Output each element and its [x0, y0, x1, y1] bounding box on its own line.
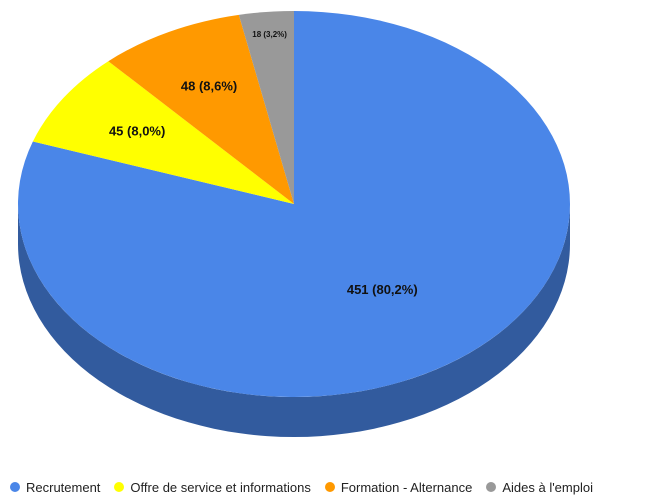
pie-side-layer [18, 204, 570, 437]
pie-label-layer: 451 (80,2%) 45 (8,0%) 48 (8,6%) 18 (3,2%) [109, 30, 418, 297]
legend-label-recrutement: Recrutement [26, 479, 101, 495]
legend-item-formation[interactable]: Formation - Alternance [324, 479, 473, 495]
legend-label-formation: Formation - Alternance [340, 479, 473, 495]
pie-slice-offre[interactable] [32, 61, 295, 205]
data-label-formation: 48 (8,6%) [181, 78, 237, 93]
pie-slice-formation[interactable] [108, 14, 295, 205]
data-label-offre: 45 (8,0%) [109, 123, 165, 138]
legend-label-offre: Offre de service et informations [130, 479, 311, 495]
legend-dot-formation [324, 482, 335, 492]
data-label-aides: 18 (3,2%) [252, 30, 287, 39]
legend-item-offre[interactable]: Offre de service et informations [114, 479, 311, 495]
pie-slice-aides[interactable] [238, 11, 294, 204]
legend-dot-recrutement [10, 482, 20, 492]
legend: Recrutement Offre de service et informat… [10, 478, 650, 496]
legend-dot-offre [114, 482, 125, 492]
data-label-recrutement: 451 (80,2%) [347, 282, 418, 297]
pie-side-recrutement [18, 204, 570, 437]
legend-item-aides[interactable]: Aides à l'emploi [486, 480, 593, 495]
legend-item-recrutement[interactable]: Recrutement [10, 480, 100, 495]
pie-top-layer [17, 11, 571, 397]
pie-chart: 451 (80,2%) 45 (8,0%) 48 (8,6%) 18 (3,2%) [17, 11, 571, 437]
legend-dot-aides [486, 482, 497, 492]
legend-label-aides: Aides à l'emploi [502, 479, 593, 495]
